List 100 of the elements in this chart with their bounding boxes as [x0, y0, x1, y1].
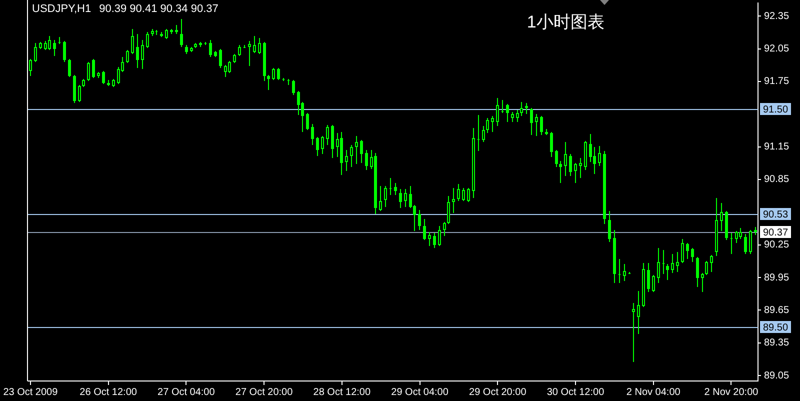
candlestick — [657, 248, 660, 284]
candlestick — [550, 132, 553, 158]
candlestick — [321, 136, 324, 154]
candlestick — [48, 36, 51, 50]
candlestick — [647, 262, 650, 292]
x-tick-label: 27 Oct 04:00 — [158, 386, 216, 398]
candlestick — [267, 74, 270, 90]
candlestick — [457, 184, 460, 202]
ref-line-label: 89.50 — [762, 322, 788, 334]
candlestick — [676, 252, 679, 272]
candlestick — [73, 74, 76, 104]
candlestick — [496, 98, 499, 126]
candlestick — [248, 40, 251, 66]
y-tick-label: 92.35 — [764, 10, 790, 22]
candlestick — [739, 228, 742, 240]
annotation: 1小时图表 — [526, 12, 604, 32]
candlestick — [666, 264, 669, 280]
candlestick — [482, 126, 485, 142]
x-tick-label: 30 Oct 12:00 — [546, 386, 605, 398]
candlestick — [555, 150, 558, 168]
x-tick-label: 29 Oct 20:00 — [469, 386, 527, 398]
candlestick — [63, 40, 66, 62]
candlestick — [306, 112, 309, 130]
y-tick-label: 92.05 — [764, 44, 790, 54]
candlestick — [297, 90, 300, 116]
candlestick — [360, 140, 363, 164]
y-tick-label: 89.35 — [764, 338, 790, 349]
candlestick — [29, 58, 32, 76]
candlestick — [744, 234, 747, 254]
candlestick — [418, 210, 421, 230]
candlestick — [34, 42, 37, 62]
x-tick-label: 2 Nov 20:00 — [704, 386, 759, 398]
candlestick — [443, 222, 446, 236]
candlestick — [491, 116, 494, 132]
candlestick — [589, 134, 592, 162]
candlestick — [350, 144, 353, 168]
candlestick — [224, 64, 227, 78]
candlestick — [452, 188, 455, 214]
ref-line-label: 90.53 — [762, 209, 788, 220]
x-tick-label: 23 Oct 2009 — [3, 386, 58, 398]
candlestick — [253, 36, 256, 54]
candlestick — [540, 116, 543, 136]
candlestick — [579, 158, 582, 178]
candlestick — [710, 254, 713, 272]
candlestick — [516, 110, 519, 122]
candlestick — [146, 32, 149, 48]
candlestick — [433, 232, 436, 248]
candlestick — [428, 232, 431, 246]
candlestick — [345, 150, 348, 172]
candlestick — [569, 154, 572, 176]
candlestick — [131, 28, 134, 54]
candlestick — [720, 202, 723, 232]
candlestick — [701, 272, 704, 292]
y-tick-label: 91.75 — [764, 76, 790, 88]
candlestick — [686, 242, 689, 260]
y-tick-label: 90.85 — [764, 174, 790, 186]
candlestick — [340, 132, 343, 176]
candlestick — [584, 140, 587, 170]
candlestick — [525, 102, 528, 114]
candlestick — [404, 188, 407, 208]
candlestick — [209, 40, 212, 58]
candlestick — [511, 112, 514, 122]
y-tick-label: 89.95 — [764, 272, 790, 284]
ref-line-label: 90.37 — [762, 227, 788, 238]
candlestick — [365, 150, 368, 170]
candlestick — [637, 290, 640, 334]
candlestick — [608, 210, 611, 242]
candlestick — [326, 124, 329, 146]
candlestick — [399, 188, 402, 208]
x-tick-label: 28 Oct 12:00 — [313, 386, 371, 398]
y-tick-label: 90.25 — [764, 240, 790, 251]
y-tick-label: 89.65 — [764, 304, 790, 316]
candlestick — [506, 104, 509, 122]
x-tick-label: 26 Oct 12:00 — [80, 386, 138, 398]
candlestick — [652, 274, 655, 292]
candlestick — [379, 186, 382, 212]
y-tick-label: 89.05 — [764, 370, 790, 382]
candlestick — [691, 248, 694, 262]
candlestick — [632, 302, 635, 362]
candlestick — [87, 62, 90, 82]
candlestick — [564, 142, 567, 176]
x-tick-label: 2 Nov 04:00 — [626, 386, 681, 398]
chart-subtitle: 90.39 90.41 90.34 90.37 — [99, 3, 218, 16]
candlestick — [559, 160, 562, 184]
candlestick — [292, 80, 295, 96]
candlestick — [623, 264, 626, 282]
candlestick — [530, 108, 533, 136]
candlestick — [735, 230, 738, 244]
candlestick — [394, 182, 397, 196]
candlestick — [258, 38, 261, 54]
y-tick-label: 91.15 — [764, 142, 790, 153]
candlestick — [671, 254, 674, 274]
ref-line-label: 91.50 — [762, 104, 788, 116]
candlestick — [423, 218, 426, 240]
candlestick — [438, 226, 441, 246]
candlestick — [696, 256, 699, 288]
candlestick — [165, 28, 168, 40]
candlestick — [228, 60, 231, 74]
candlestick — [486, 118, 489, 134]
candlestick — [68, 58, 71, 78]
